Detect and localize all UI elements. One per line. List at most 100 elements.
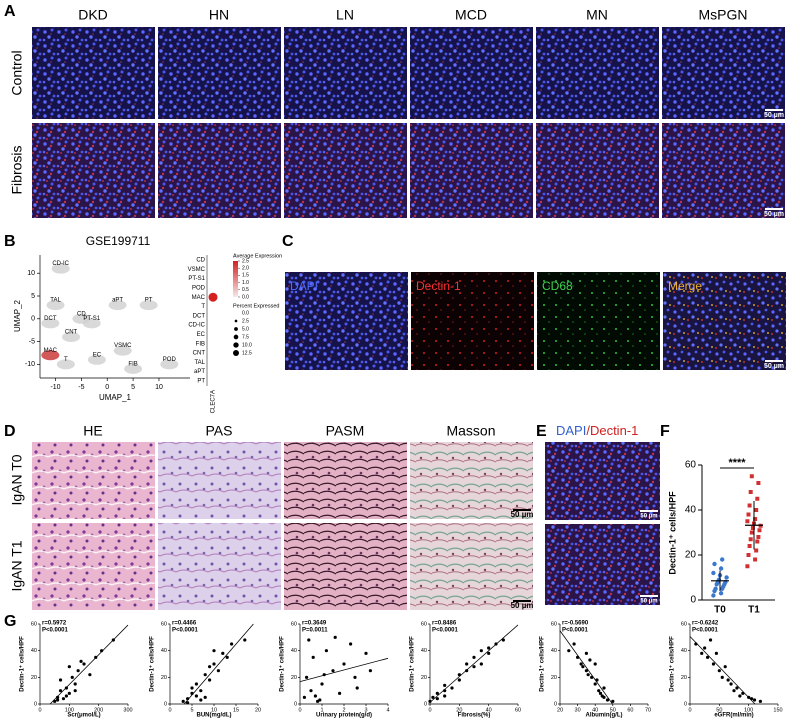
cluster	[41, 318, 60, 329]
y-tick-label: 60	[291, 621, 297, 627]
micrograph	[284, 123, 407, 218]
data-point	[597, 689, 601, 693]
y-tick-label: 20	[31, 675, 37, 681]
data-point	[181, 699, 185, 703]
cluster-label: EC	[93, 352, 102, 358]
column-header: HE	[83, 423, 102, 439]
data-point	[487, 651, 491, 655]
data-point	[714, 651, 719, 655]
micrograph	[411, 272, 534, 370]
scale-bar-label: 50 µm	[511, 601, 534, 610]
data-point	[501, 638, 505, 642]
category-label: aPT	[194, 369, 205, 375]
scale-bar-label: 50 µm	[764, 211, 784, 218]
cluster	[108, 300, 127, 311]
category-label: MAC	[192, 295, 206, 301]
data-point	[203, 695, 207, 699]
legend-tick-label: 0.5	[242, 287, 249, 293]
x-tick-label: 200	[94, 707, 103, 713]
micrograph	[536, 27, 659, 119]
data-point	[230, 642, 234, 646]
x-tick-label: 2	[342, 707, 345, 713]
data-point	[754, 548, 759, 553]
legend-tick-label: 10.0	[242, 342, 252, 348]
fit-line	[429, 624, 519, 703]
micrograph	[410, 442, 533, 519]
scale-bar-label: 50 µm	[640, 514, 657, 520]
y-tick-label: 40	[421, 648, 427, 654]
category-label: POD	[192, 285, 206, 291]
category-label: CD	[196, 258, 205, 264]
x-tick-label: 0	[168, 707, 171, 713]
data-point	[723, 665, 727, 669]
panel-label: F	[660, 423, 670, 440]
x-tick-label: 10	[155, 384, 163, 391]
data-point	[443, 683, 447, 687]
data-point	[724, 575, 729, 580]
stat-r: r=0.8486	[432, 621, 457, 627]
panel-label: C	[282, 233, 294, 250]
y-tick-label: 0	[424, 701, 427, 707]
data-point	[320, 682, 324, 686]
data-point	[58, 678, 63, 682]
data-point	[586, 673, 590, 677]
micrograph	[285, 272, 408, 370]
data-point	[305, 675, 309, 679]
cluster	[46, 300, 65, 311]
y-tick-label: 60	[685, 460, 697, 471]
cluster	[41, 350, 60, 361]
stat-r: r=0.5972	[42, 621, 67, 627]
data-point	[221, 651, 225, 655]
data-point	[711, 593, 716, 598]
x-tick-label: 1	[320, 707, 323, 713]
row-label: IgAN T0	[9, 454, 25, 505]
x-axis-label: Fibrosis(%)	[458, 713, 491, 719]
column-header: LN	[336, 7, 354, 23]
x-axis-label: UMAP_1	[99, 393, 132, 402]
data-point	[313, 694, 317, 698]
legend-dot	[233, 350, 239, 356]
significance-label: ****	[728, 457, 746, 469]
y-tick-label: 40	[551, 648, 557, 654]
data-point	[487, 646, 491, 650]
cluster	[160, 359, 179, 370]
data-point	[79, 659, 83, 663]
legend-dot	[234, 327, 238, 331]
micrograph	[32, 27, 155, 119]
data-point	[353, 675, 357, 679]
data-point	[216, 669, 220, 673]
y-axis-label: Dectin-1⁺ cells/HPF	[279, 636, 286, 692]
data-point	[584, 669, 589, 673]
data-point	[76, 669, 80, 673]
title-part: DAPI	[556, 423, 586, 438]
cluster	[87, 354, 106, 365]
scale-bar-label: 50 µm	[511, 510, 534, 519]
data-point	[194, 694, 198, 698]
x-tick-label: 20	[456, 707, 462, 713]
y-tick-label: 60	[551, 621, 557, 627]
data-point	[479, 662, 483, 666]
panel-title: DAPI/Dectin-1	[556, 423, 638, 438]
data-point	[368, 669, 372, 673]
cluster-label: POD	[163, 357, 177, 363]
data-point	[703, 646, 707, 650]
legend-tick-label: 2.5	[242, 318, 249, 324]
micrograph	[663, 272, 786, 370]
data-point	[584, 651, 589, 655]
legend-tick-label: 5.0	[242, 326, 249, 332]
x-tick-label: 30	[575, 707, 581, 713]
data-point	[753, 557, 758, 562]
data-point	[56, 695, 60, 699]
column-header: DKD	[78, 7, 108, 23]
y-tick-label: 40	[685, 505, 697, 516]
data-point	[349, 642, 353, 646]
x-tick-label: 10	[211, 707, 217, 713]
cluster	[113, 345, 132, 356]
data-point	[745, 519, 750, 524]
x-tick-label: T0	[714, 605, 726, 616]
category-label: PT-S1	[188, 276, 205, 282]
x-axis-label: Albumin(g/L)	[586, 713, 623, 719]
stat-p: P<0.0001	[42, 628, 69, 634]
data-point	[718, 566, 724, 571]
